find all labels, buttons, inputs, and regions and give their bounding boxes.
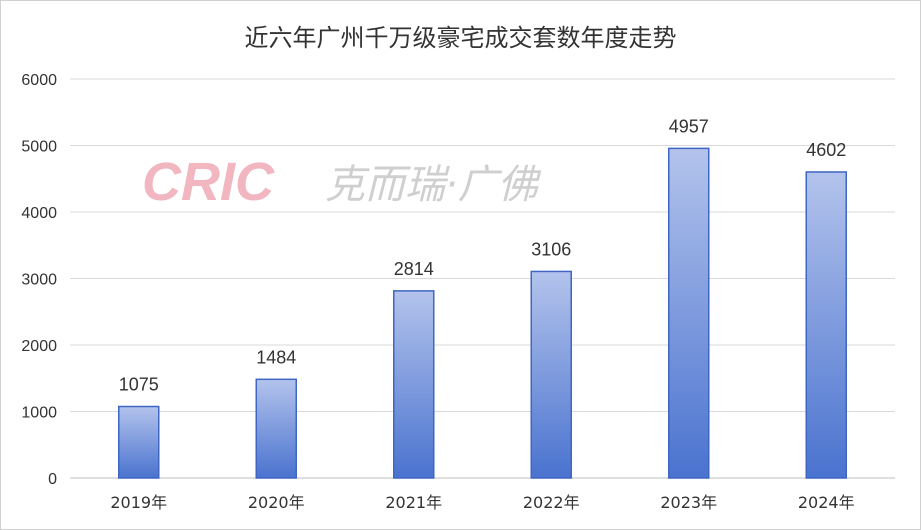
watermark-cric-logo: CRIC bbox=[142, 152, 275, 212]
bar-layer bbox=[118, 147, 847, 479]
chart-title: 近六年广州千万级豪宅成交套数年度走势 bbox=[244, 24, 677, 52]
x-tick-label: 2023年 bbox=[660, 493, 717, 512]
watermark-company-name: 克而瑞·广佛 bbox=[325, 162, 542, 208]
x-tick-label: 2019年 bbox=[110, 493, 167, 512]
x-tick-label: 2020年 bbox=[248, 493, 305, 512]
y-tick-label: 6000 bbox=[21, 72, 57, 89]
x-tick-label: 2021年 bbox=[385, 493, 442, 512]
bar bbox=[805, 171, 847, 479]
bar bbox=[393, 290, 435, 479]
bar bbox=[118, 405, 160, 479]
y-tick-label: 2000 bbox=[21, 338, 57, 355]
grid-layer: 0 1000 2000 3000 4000 5000 6000 bbox=[21, 72, 895, 488]
bar bbox=[255, 378, 297, 479]
label-layer: 1075 2019年 1484 2020年 2814 2021年 3106 2022年 4957… bbox=[110, 116, 854, 512]
y-tick-label: 0 bbox=[48, 471, 57, 488]
data-label: 2814 bbox=[394, 259, 434, 279]
data-label: 1484 bbox=[256, 347, 296, 367]
y-tick-label: 5000 bbox=[21, 139, 57, 156]
y-tick-label: 1000 bbox=[21, 405, 57, 422]
y-tick-label: 3000 bbox=[21, 272, 57, 289]
y-tick-label: 4000 bbox=[21, 205, 57, 222]
bar bbox=[668, 147, 710, 479]
data-label: 1075 bbox=[119, 375, 159, 395]
watermark: CRIC 克而瑞·广佛 bbox=[142, 152, 542, 212]
x-tick-label: 2022年 bbox=[523, 493, 580, 512]
data-label: 4602 bbox=[806, 140, 846, 160]
data-label: 4957 bbox=[669, 116, 709, 136]
x-tick-label: 2024年 bbox=[798, 493, 855, 512]
bar bbox=[530, 270, 572, 479]
data-label: 3106 bbox=[531, 239, 571, 259]
